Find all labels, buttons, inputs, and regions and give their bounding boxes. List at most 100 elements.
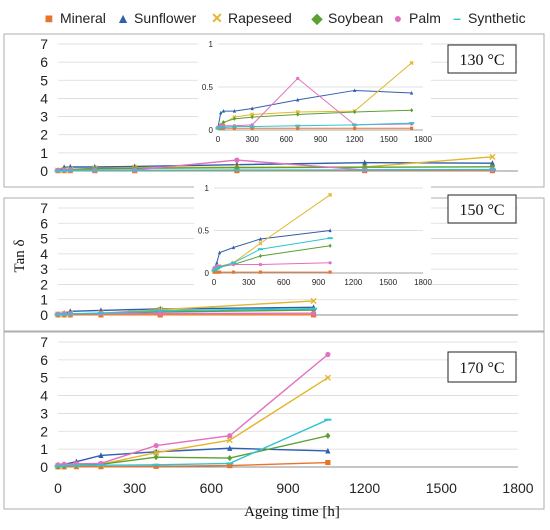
legend-item-soybean: ◆ Soybean [310,10,384,27]
y-tick-label: 2 [40,276,48,292]
inset-x-tick-label: 1500 [379,278,397,287]
legend-label-sunflower: Sunflower [134,10,197,26]
data-point-mineral [153,463,159,469]
legend-item-synthetic: – Synthetic [450,10,526,26]
data-point-palm [227,433,233,439]
temperature-label-box [447,194,517,224]
y-tick-label: 2 [40,423,48,439]
inset-data-point-sunflower [410,90,414,95]
legend-label-rapeseed: Rapeseed [228,10,292,26]
data-point-palm [157,310,163,317]
data-point-rapeseed [489,153,496,160]
inset-data-point-sunflower [353,88,357,93]
data-point-rapeseed [153,449,160,456]
inset-x-tick-label: 0 [216,135,221,144]
inset-data-point-sunflower [250,106,254,111]
legend-marker-sunflower: ▲ [116,10,130,26]
series-synthetic [54,307,318,316]
inset-data-point-sunflower [232,108,236,113]
inset-x-tick-label: 0 [212,278,217,287]
y-tick-label: 6 [40,352,48,368]
data-point-soybean [153,454,159,461]
inset-y-tick-label: 0 [209,126,214,135]
data-point-sunflower [98,452,104,458]
inset-data-point-mineral [296,126,300,130]
y-axis-title: Tan δ [12,239,28,272]
series-synthetic [54,168,497,172]
legend-label-palm: Palm [409,10,441,26]
data-point-palm [310,310,317,316]
y-tick-label: 1 [40,145,48,161]
data-point-rapeseed [226,437,233,444]
y-tick-label: 1 [40,292,48,308]
inset-data-point-soybean [296,112,300,117]
data-point-sunflower [325,447,331,454]
inset-data-point-sunflower [221,108,226,113]
data-point-rapeseed [324,374,331,381]
y-tick-label: 3 [40,405,48,421]
inset-data-point-mineral [217,270,222,274]
x-tick-label: 1200 [349,480,380,496]
inset-data-point-mineral [232,126,236,130]
inset-data-point-mineral [215,270,219,274]
x-tick-label: 1500 [426,480,457,496]
y-tick-label: 7 [40,200,48,216]
legend-item-rapeseed: ✕ Rapeseed [210,10,292,27]
y-tick-label: 2 [40,127,48,143]
y-tick-label: 4 [40,388,48,404]
series-rapeseed [54,374,331,470]
y-tick-label: 5 [40,72,48,88]
y-tick-label: 3 [40,261,48,277]
data-point-mineral [325,459,331,466]
y-tick-label: 5 [40,370,48,386]
legend-marker-soybean: ◆ [311,10,323,26]
data-point-sunflower [227,445,233,451]
inset-data-point-soybean [221,120,226,125]
y-tick-label: 7 [40,334,48,350]
inset-data-point-soybean [410,108,414,113]
inset-data-point-mineral [250,126,254,130]
chart-legend: ■ Mineral ▲ Sunflower ✕ Rapeseed ◆ Soybean ● Palm… [0,4,550,30]
inset-data-point-soybean [353,109,357,115]
inset-x-tick-label: 1200 [344,278,362,287]
inset-data-point-soybean [250,115,254,120]
legend-marker-mineral: ■ [44,10,54,26]
panel-3: 0 1 2 34 5 6 7 170 °C [3,331,545,510]
legend-marker-synthetic: – [453,10,461,26]
data-point-palm [325,351,331,358]
data-point-sunflower [489,160,496,166]
inset-x-tick-label: 900 [312,278,326,287]
inset-background [194,180,431,295]
inset-data-point-soybean [328,243,332,248]
inset-data-point-mineral [258,270,263,274]
y-tick-label: 0 [40,459,48,475]
y-tick-label: 0 [40,307,48,323]
panel-border [3,331,545,510]
data-point-soybean [325,432,331,439]
inset-data-point-mineral [410,126,414,130]
x-axis-title: Ageing time [h] [244,504,340,520]
series-soybean [55,163,496,174]
inset-y-tick-label: 1 [209,40,214,49]
y-tick-label: 4 [40,90,48,106]
inset-background [198,36,431,152]
series-line-palm [57,353,329,466]
legend-item-sunflower: ▲ Sunflower [116,10,196,26]
inset-data-point-mineral [231,270,236,274]
inset-data-point-sunflower [217,250,222,255]
y-tick-label: 3 [40,109,48,125]
legend-item-mineral: ■ Mineral [42,10,106,26]
inset-x-tick-label: 300 [242,278,256,287]
y-tick-label: 7 [40,36,48,52]
series-synthetic [54,418,332,468]
inset-x-tick-label: 1500 [380,135,398,144]
inset-data-point-sunflower [296,97,300,102]
series-line-synthetic [57,419,329,467]
inset-x-tick-label: 300 [245,135,259,144]
legend-marker-palm: ● [393,10,403,26]
legend-label-soybean: Soybean [328,10,384,26]
inset-data-point-sunflower [231,245,236,250]
temperature-label-box [447,44,517,74]
